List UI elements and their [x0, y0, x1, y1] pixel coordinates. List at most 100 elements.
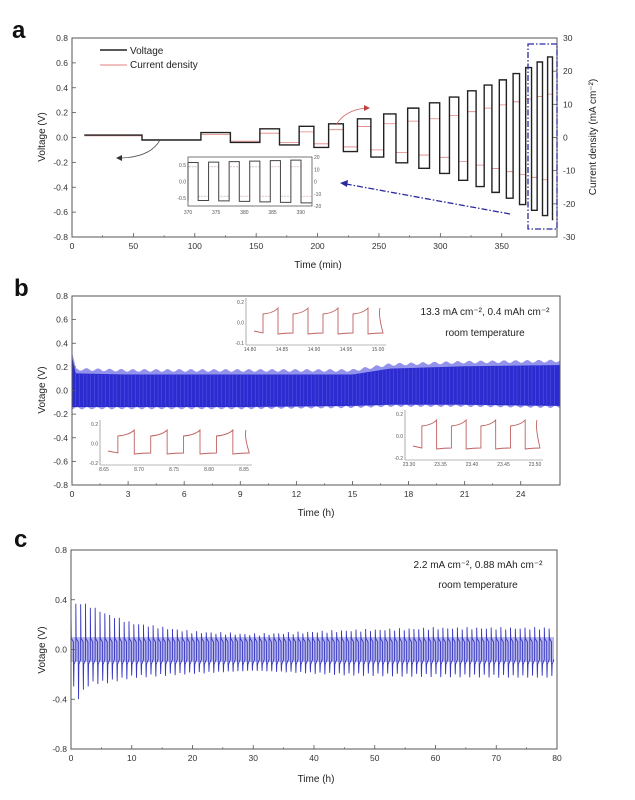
inset-y2-tick-label: 20	[314, 155, 320, 161]
panel-c-ylabel: Votage (V)	[37, 626, 48, 673]
y-tick-label: -0.2	[53, 157, 68, 167]
inset-x-tick-label: 390	[297, 210, 306, 216]
x-tick-label: 70	[492, 753, 502, 763]
panel-a: 0 50 100 150 200 250 300 350-0.8-0.6-0.4-0.20.0…	[37, 33, 599, 271]
y-tick-label: 0.4	[56, 338, 68, 348]
x-tick-label: 15	[348, 489, 358, 499]
y-tick-label: -0.4	[53, 182, 68, 192]
inset-y2-tick-label: -10	[314, 192, 321, 198]
inset-x-tick-label: 8.65	[99, 467, 109, 473]
inset-x-tick-label: 8.85	[239, 467, 249, 473]
panel-a-xlabel: Time (min)	[294, 260, 341, 271]
inset-x-tick-label: 380	[240, 210, 249, 216]
panel-a-inset: 370 375 380 385 390 0.5 0.0 -0.5 20 10 0 -10 -20	[177, 155, 321, 216]
x-tick-label: 80	[552, 753, 562, 763]
x-tick-label: 100	[188, 241, 202, 251]
panel-c-data	[70, 603, 555, 700]
x-tick-label: 0	[70, 489, 75, 499]
y-tick-label: 0.0	[56, 133, 68, 143]
panel-b-data	[71, 352, 560, 410]
inset-y-tick-label: -0.5	[177, 196, 186, 202]
x-tick-label: 0	[70, 241, 75, 251]
inset-x-tick-label: 8.70	[134, 467, 144, 473]
inset-y-tick-label: 0.5	[179, 163, 186, 169]
arrow-to-voltage-axis	[117, 139, 161, 159]
y-tick-label: -0.4	[53, 433, 68, 443]
y2-tick-label: 20	[563, 66, 573, 76]
x-tick-label: 350	[495, 241, 509, 251]
inset-y2-tick-label: 10	[314, 167, 320, 173]
inset-voltage-trace	[412, 418, 541, 450]
inset-x-tick-label: 23.45	[497, 462, 510, 468]
inset-y-tick-label: 0.0	[396, 434, 403, 440]
panel-b-annotation-temp: room temperature	[445, 328, 525, 339]
voltage-line	[70, 603, 555, 700]
x-tick-label: 50	[129, 241, 139, 251]
inset-background	[246, 298, 386, 345]
voltage-line	[84, 56, 554, 221]
legend-current-label: Current density	[130, 60, 198, 71]
y2-tick-label: -20	[563, 199, 576, 209]
y2-tick-label: 0	[563, 133, 568, 143]
x-tick-label: 24	[516, 489, 526, 499]
y-tick-label: -0.6	[53, 207, 68, 217]
inset-voltage-line	[187, 159, 312, 204]
y-tick-label: -0.8	[52, 744, 67, 754]
inset-background	[100, 420, 252, 465]
x-tick-label: 250	[372, 241, 386, 251]
inset-x-tick-label: 8.75	[169, 467, 179, 473]
inset-x-tick-label: 23.40	[466, 462, 479, 468]
panel-letter-c: c	[14, 526, 27, 553]
inset-x-tick-label: 14.80	[244, 347, 257, 353]
inset-y-tick-label: 0.0	[179, 180, 186, 186]
highlight-box	[527, 43, 558, 230]
x-tick-label: 3	[126, 489, 131, 499]
y-tick-label: -0.6	[53, 456, 68, 466]
panel-a-y2label: Current density (mA cm⁻²)	[588, 79, 599, 195]
inset-x-tick-label: 370	[184, 210, 193, 216]
voltage-band-core	[72, 356, 560, 408]
inset-x-tick-label: 23.50	[529, 462, 542, 468]
inset-y-tick-label: 0.0	[237, 321, 244, 327]
inset-y-tick-label: 0.2	[396, 412, 403, 418]
y-tick-label: 0.2	[56, 362, 68, 372]
inset-y2-tick-label: 0	[314, 180, 317, 186]
zoom-pointer-head	[340, 180, 348, 187]
inset-voltage-trace	[253, 306, 384, 335]
inset-x-tick-label: 385	[268, 210, 277, 216]
inset-x-tick-label: 14.90	[308, 347, 321, 353]
x-tick-label: 6	[182, 489, 187, 499]
panel-a-ylabel: Voltage (V)	[37, 112, 48, 161]
y-tick-label: 0.6	[56, 315, 68, 325]
y-tick-label: 0.4	[55, 595, 67, 605]
x-tick-label: 60	[431, 753, 441, 763]
panel-b-xlabel: Time (h)	[298, 508, 335, 519]
y2-tick-label: 30	[563, 33, 573, 43]
inset-y-tick-label: -0.1	[235, 341, 244, 347]
y-tick-label: 0.6	[56, 58, 68, 68]
x-tick-label: 0	[69, 753, 74, 763]
inset-y-tick-label: 0.2	[91, 422, 98, 428]
y2-tick-label: -30	[563, 232, 576, 242]
legend-voltage-label: Voltage	[130, 46, 164, 57]
inset-y-tick-label: -0.2	[89, 461, 98, 467]
y-tick-label: 0.2	[56, 108, 68, 118]
y-tick-label: 0.0	[56, 386, 68, 396]
panel-a-data	[84, 56, 554, 221]
panel-letter-b: b	[14, 275, 29, 302]
x-tick-label: 20	[188, 753, 198, 763]
zoom-pointer-arrow	[345, 183, 511, 215]
panel-b-annotation-current: 13.3 mA cm⁻², 0.4 mAh cm⁻²	[421, 307, 551, 318]
y-tick-label: 0.4	[56, 83, 68, 93]
x-tick-label: 50	[370, 753, 380, 763]
y-tick-label: 0.8	[55, 545, 67, 555]
x-tick-label: 300	[433, 241, 447, 251]
panel-b-insets: 14.80 14.85 14.90 14.95 15.00 0.2 0.0 -0.1 8.65 8…	[89, 298, 543, 473]
x-tick-label: 30	[249, 753, 259, 763]
y-tick-label: -0.8	[53, 480, 68, 490]
inset-y-tick-label: 0.0	[91, 442, 98, 448]
inset-y2-tick-label: -20	[314, 204, 321, 210]
x-tick-label: 18	[404, 489, 414, 499]
x-tick-label: 10	[127, 753, 137, 763]
inset-x-tick-label: 375	[212, 210, 221, 216]
